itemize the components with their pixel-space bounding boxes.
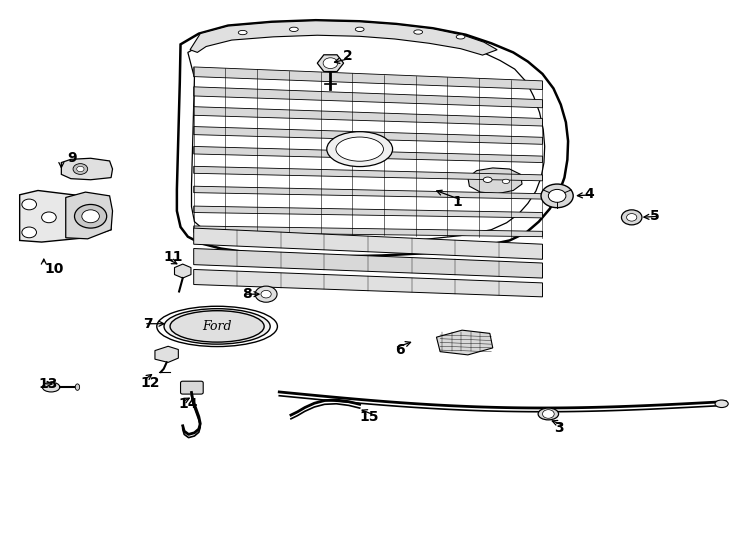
Circle shape	[323, 58, 338, 69]
Circle shape	[81, 210, 99, 222]
Polygon shape	[194, 228, 542, 259]
Text: 15: 15	[360, 410, 379, 424]
Ellipse shape	[289, 27, 298, 31]
Circle shape	[42, 212, 57, 222]
Ellipse shape	[327, 132, 393, 166]
Polygon shape	[468, 168, 522, 194]
Polygon shape	[194, 269, 542, 297]
Text: 10: 10	[44, 262, 64, 276]
Text: 6: 6	[395, 343, 404, 357]
Ellipse shape	[239, 30, 247, 35]
Circle shape	[548, 190, 566, 202]
Circle shape	[255, 286, 277, 302]
Circle shape	[73, 164, 87, 174]
Ellipse shape	[715, 400, 728, 408]
Polygon shape	[155, 346, 178, 362]
Polygon shape	[194, 107, 542, 126]
Text: 1: 1	[452, 195, 462, 209]
Polygon shape	[194, 67, 542, 90]
Text: 7: 7	[144, 317, 153, 330]
Polygon shape	[194, 248, 542, 278]
Polygon shape	[66, 192, 112, 239]
Ellipse shape	[355, 27, 364, 31]
Circle shape	[22, 227, 37, 238]
Circle shape	[261, 291, 271, 298]
Text: 13: 13	[38, 377, 58, 391]
Polygon shape	[194, 146, 542, 163]
Ellipse shape	[336, 137, 383, 161]
Polygon shape	[194, 87, 542, 108]
Circle shape	[541, 184, 573, 208]
Text: 9: 9	[67, 151, 76, 165]
Polygon shape	[437, 330, 493, 355]
Polygon shape	[194, 226, 542, 237]
Ellipse shape	[164, 309, 270, 344]
Polygon shape	[20, 191, 111, 242]
Ellipse shape	[76, 384, 79, 390]
Ellipse shape	[43, 382, 60, 392]
Ellipse shape	[414, 30, 423, 34]
Polygon shape	[194, 206, 542, 218]
Ellipse shape	[170, 310, 264, 342]
Circle shape	[75, 205, 106, 228]
Circle shape	[542, 410, 554, 418]
Text: 12: 12	[140, 376, 160, 390]
Polygon shape	[62, 158, 112, 180]
Polygon shape	[194, 126, 542, 144]
Polygon shape	[194, 186, 542, 199]
Text: Ford: Ford	[203, 320, 232, 333]
Text: 11: 11	[164, 250, 184, 264]
Circle shape	[77, 166, 84, 172]
Text: 3: 3	[554, 421, 564, 435]
Circle shape	[22, 199, 37, 210]
Text: 2: 2	[343, 50, 352, 63]
Polygon shape	[175, 264, 191, 278]
Text: 8: 8	[242, 287, 252, 301]
Ellipse shape	[538, 408, 559, 420]
Text: 4: 4	[584, 187, 594, 201]
Text: 14: 14	[178, 397, 198, 411]
Ellipse shape	[457, 35, 465, 39]
Circle shape	[622, 210, 642, 225]
Polygon shape	[317, 55, 344, 71]
Ellipse shape	[483, 177, 492, 183]
Circle shape	[627, 214, 637, 221]
Text: 5: 5	[650, 209, 660, 223]
Polygon shape	[194, 166, 542, 181]
Polygon shape	[190, 21, 497, 55]
FancyBboxPatch shape	[181, 381, 203, 394]
Ellipse shape	[502, 179, 509, 184]
